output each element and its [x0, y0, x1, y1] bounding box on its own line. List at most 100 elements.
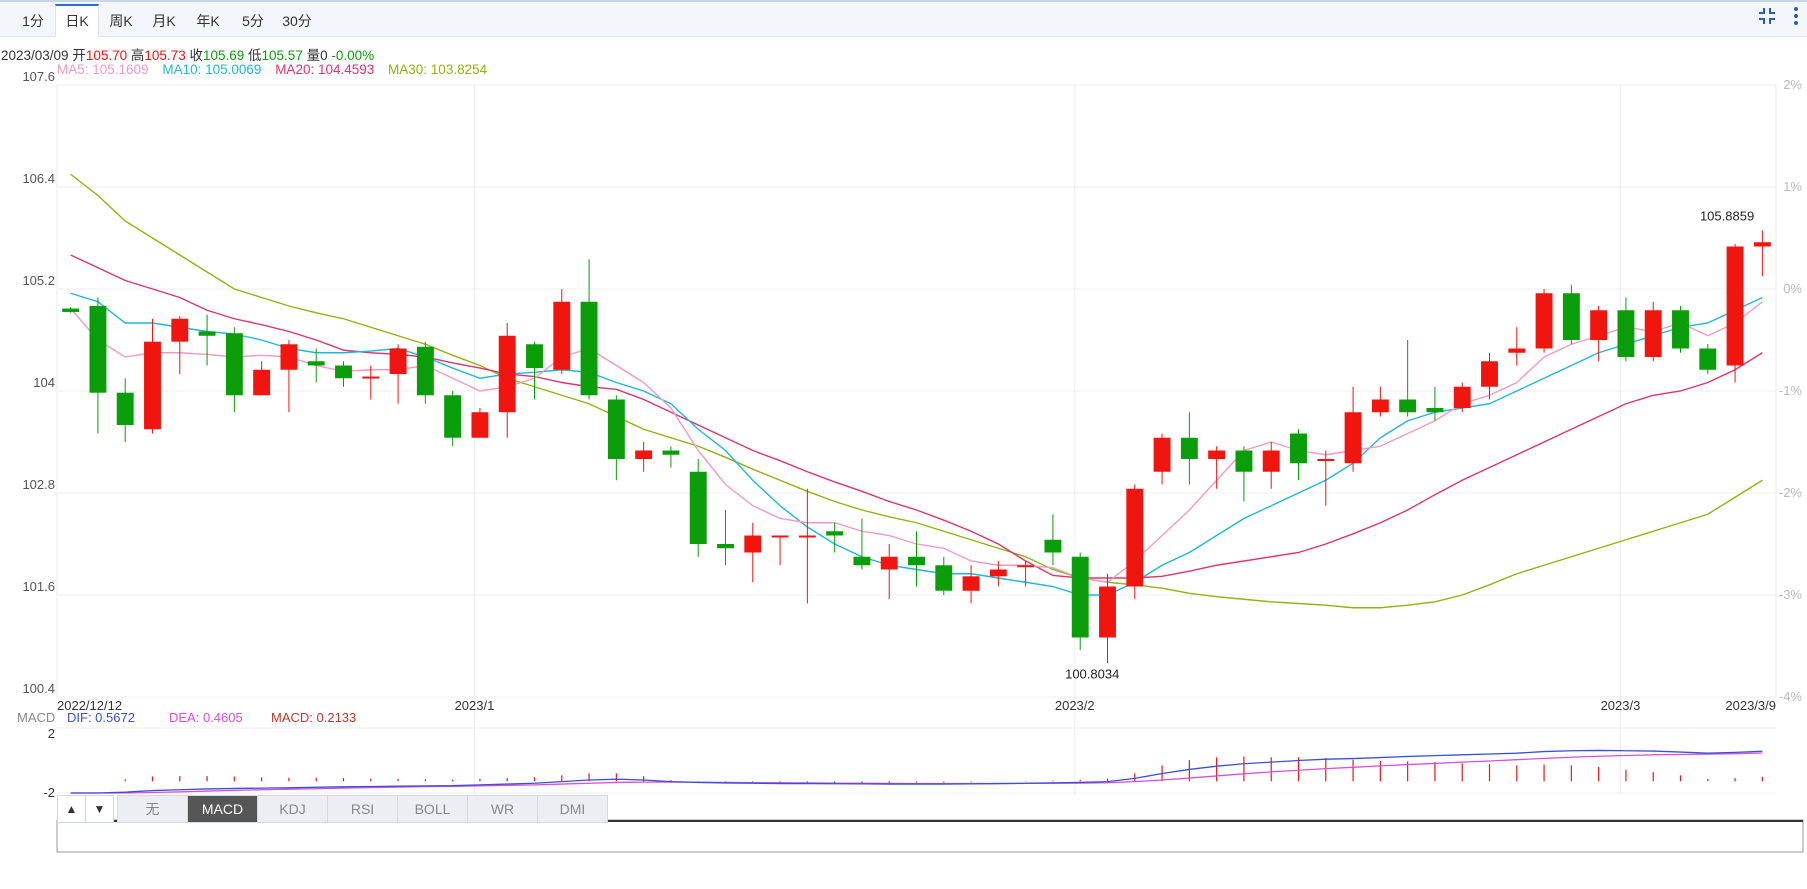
candle: [1371, 386, 1389, 417]
indicator-tab-wr[interactable]: WR: [467, 795, 538, 823]
candle-body: [1153, 437, 1171, 472]
candle: [1426, 386, 1444, 421]
candle-body: [798, 535, 816, 538]
candle-body: [198, 331, 216, 336]
collapse-icon[interactable]: [1757, 6, 1777, 31]
candle: [1535, 289, 1553, 353]
y-right-tick-label: 2%: [1783, 77, 1802, 92]
candle: [1699, 344, 1717, 374]
y-tick-label: 106.4: [22, 171, 55, 186]
dif-line: [70, 749, 1763, 794]
y-axis-right-labels: 2% 1% 0% -1% -2% -3% -4%: [1779, 77, 1803, 704]
candle: [335, 361, 352, 387]
candle: [89, 297, 107, 434]
chart-grid: [56, 84, 1777, 795]
candle: [116, 378, 134, 442]
macd-y-tick: 2: [48, 726, 55, 741]
candle-body: [826, 531, 844, 536]
candle: [362, 365, 380, 400]
candle-body: [908, 556, 925, 566]
indicator-tab-boll[interactable]: BOLL: [397, 795, 468, 823]
candle: [498, 323, 516, 438]
navigator-frame[interactable]: [56, 819, 1804, 853]
candle-body: [280, 344, 298, 370]
macd-dif-label: DIF: 0.5672: [67, 710, 135, 725]
candle: [416, 341, 434, 404]
tab-5min[interactable]: 5分: [242, 13, 264, 29]
navigator-top-border: [57, 820, 1803, 822]
candle-body: [853, 556, 871, 566]
indicator-tab-kdj[interactable]: KDJ: [257, 795, 328, 823]
min-annotation: 100.8034: [1065, 667, 1119, 682]
candle-body: [580, 301, 598, 396]
candle-body: [335, 365, 352, 379]
tab-weekly-k[interactable]: 周K: [109, 13, 133, 29]
ma20-line: [70, 254, 1763, 579]
indicator-up-button[interactable]: ▲: [57, 795, 86, 823]
candle-body: [144, 341, 161, 430]
candle: [444, 391, 462, 447]
candle-body: [1262, 450, 1280, 472]
candle-body: [1535, 293, 1553, 349]
candle: [1344, 386, 1362, 472]
period-tab-bar: 1分 日K 周K 月K 年K 5分 30分: [0, 0, 1807, 37]
tab-monthly-k[interactable]: 月K: [152, 13, 176, 29]
indicator-tab-rsi[interactable]: RSI: [327, 795, 398, 823]
tabbar-border: [0, 0, 1807, 2]
candle: [1590, 306, 1608, 362]
tab-30min[interactable]: 30分: [282, 13, 312, 29]
ma30-legend: MA30: 103.8254: [388, 62, 488, 77]
tab-yearly-k[interactable]: 年K: [196, 13, 220, 29]
info-low-label: 低: [248, 48, 262, 63]
candle-body: [1562, 293, 1580, 340]
candle-body: [1344, 412, 1362, 464]
candle-body: [1617, 310, 1635, 357]
candle: [526, 341, 543, 400]
indicator-tab-none[interactable]: 无: [117, 795, 188, 823]
candle: [935, 556, 953, 595]
candle: [635, 442, 653, 472]
candle: [280, 340, 298, 413]
indicator-toolbar: ▲ ▼ 无 MACD KDJ RSI BOLL WR DMI: [57, 795, 608, 823]
ma10-legend: MA10: 105.0069: [162, 62, 262, 77]
candle: [1562, 284, 1580, 345]
candle: [798, 488, 816, 604]
x-tick-label: 2023/3/9: [1725, 698, 1776, 713]
y-tick-label: 107.6: [22, 69, 55, 84]
candle: [1399, 340, 1417, 417]
candle-body: [1753, 242, 1771, 247]
candle: [171, 316, 189, 374]
candle: [580, 259, 598, 400]
candle-body: [1044, 539, 1062, 553]
tab-1min[interactable]: 1分: [22, 13, 44, 29]
candle-body: [1399, 399, 1417, 413]
candle-body: [1208, 450, 1226, 459]
candle-body: [1453, 386, 1471, 408]
candle: [1099, 573, 1116, 663]
y-right-tick-label: -4%: [1779, 689, 1803, 704]
candle: [471, 408, 489, 438]
annotations: 105.8859 100.8034: [1065, 209, 1754, 682]
more-options-icon[interactable]: [1793, 6, 1799, 31]
indicator-tab-dmi[interactable]: DMI: [537, 795, 608, 823]
candle: [1071, 552, 1089, 651]
y-tick-label: 102.8: [22, 477, 55, 492]
candle-body: [171, 318, 189, 342]
candle: [853, 518, 871, 570]
candle: [389, 344, 407, 404]
candle: [1317, 450, 1335, 506]
candle: [225, 327, 243, 413]
macd-y-tick: -2: [43, 785, 55, 800]
tab-daily-k[interactable]: 日K: [55, 4, 99, 37]
candle-body: [253, 369, 271, 396]
info-high-label: 高: [130, 48, 145, 63]
candle-body: [116, 392, 134, 425]
y-tick-label: 105.2: [22, 273, 55, 288]
indicator-down-button[interactable]: ▼: [85, 795, 114, 823]
candle: [198, 314, 216, 366]
candle: [1017, 561, 1035, 587]
indicator-tab-macd[interactable]: MACD: [187, 795, 258, 823]
candle: [1262, 442, 1280, 489]
candle-body: [717, 544, 734, 549]
candle-body: [89, 306, 107, 393]
